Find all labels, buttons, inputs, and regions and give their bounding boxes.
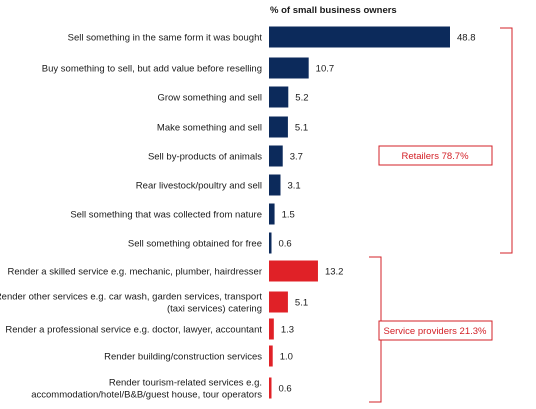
value-label: 10.7	[316, 64, 335, 75]
bar	[269, 260, 318, 282]
bar	[269, 318, 274, 340]
bar	[269, 345, 273, 367]
value-label: 3.7	[290, 152, 303, 163]
value-label: 5.2	[295, 93, 308, 104]
bar	[269, 377, 272, 399]
category-label: (taxi services) catering	[167, 304, 262, 315]
value-label: 0.6	[279, 239, 292, 250]
category-label: Render tourism-related services e.g.	[109, 378, 262, 389]
value-label: 1.0	[280, 352, 293, 363]
category-label: Sell by-products of animals	[148, 152, 262, 163]
bar	[269, 232, 272, 254]
category-label: Render a skilled service e.g. mechanic, …	[7, 267, 262, 278]
value-label: 1.5	[282, 210, 295, 221]
value-label: 13.2	[325, 267, 344, 278]
bar	[269, 174, 281, 196]
category-label: Sell something obtained for free	[128, 239, 262, 250]
category-label: Grow something and sell	[157, 93, 262, 104]
category-label: accommodation/hotel/B&B/guest house, tou…	[31, 390, 262, 401]
axis-title: % of small business owners	[270, 5, 397, 16]
group-label: Retailers 78.7%	[401, 151, 469, 162]
bar	[269, 116, 288, 138]
bar	[269, 26, 450, 48]
value-label: 5.1	[295, 298, 308, 309]
bar	[269, 203, 275, 225]
value-label: 5.1	[295, 123, 308, 134]
group-bracket	[500, 27, 513, 254]
category-label: Rear livestock/poultry and sell	[136, 181, 262, 192]
group-label-box	[378, 320, 493, 341]
value-label: 48.8	[457, 33, 476, 44]
value-label: 3.1	[287, 181, 300, 192]
value-label: 0.6	[279, 384, 292, 395]
category-label: Sell something in the same form it was b…	[68, 33, 263, 44]
group-label-box	[378, 145, 493, 166]
category-label: Make something and sell	[157, 123, 262, 134]
bar	[269, 86, 289, 108]
category-label: Render other services e.g. car wash, gar…	[0, 292, 262, 303]
category-label: Sell something that was collected from n…	[70, 210, 262, 221]
category-label: Render a professional service e.g. docto…	[5, 325, 262, 336]
bar	[269, 57, 309, 79]
bar	[269, 291, 288, 313]
category-label: Render building/construction services	[104, 352, 262, 363]
value-label: 1.3	[281, 325, 294, 336]
bar	[269, 145, 283, 167]
category-label: Buy something to sell, but add value bef…	[42, 64, 262, 75]
group-label: Service providers 21.3%	[384, 326, 488, 337]
